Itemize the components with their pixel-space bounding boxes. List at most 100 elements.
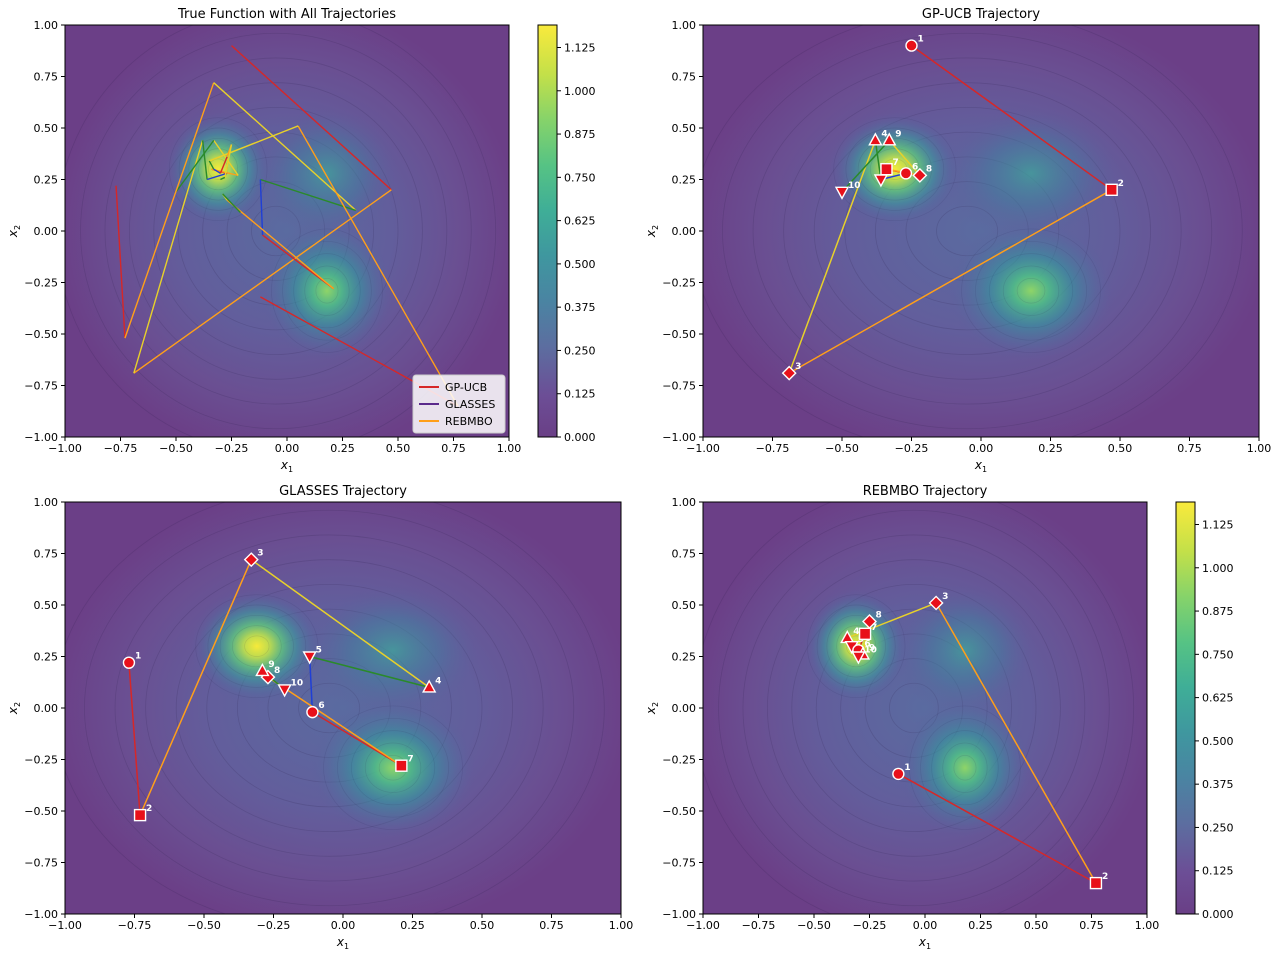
contour-field: [65, 502, 621, 914]
colorbar-tick-label: 0.750: [1202, 648, 1234, 661]
segment-glasses-9: [222, 193, 241, 213]
point-label-7: 7: [871, 623, 877, 633]
x-tick-label: −0.50: [159, 442, 193, 455]
segment-1: [911, 44, 1113, 191]
point-label-10: 10: [864, 646, 877, 656]
point-6: [899, 167, 913, 180]
y-tick-label: −0.50: [24, 328, 58, 341]
segment-3: [788, 140, 877, 374]
segment-glasses-6: [262, 234, 335, 290]
colorbar-tick-label: 0.000: [564, 431, 596, 444]
point-8: [862, 613, 877, 629]
colorbar-tick-label: 1.000: [1202, 562, 1234, 575]
x-tick-label: 0.75: [441, 442, 466, 455]
y-tick-label: 0.75: [672, 548, 697, 561]
contour-field: [703, 502, 1147, 914]
y-axis-label: x2: [644, 225, 660, 238]
segment-rebmbo-2: [297, 125, 459, 407]
x-tick-label: −1.00: [686, 442, 720, 455]
segment-2: [139, 559, 252, 816]
segment-rebmbo-3: [209, 125, 299, 162]
x-tick-label: 0.00: [913, 919, 938, 932]
segment-rebmbo-6: [219, 156, 228, 174]
x-tick-label: 1.00: [497, 442, 522, 455]
point-7: [880, 162, 893, 176]
x-tick-label: −0.75: [756, 442, 790, 455]
chart-title: True Function with All Trajectories: [177, 7, 396, 22]
colorbar-tick-label: 0.125: [564, 388, 596, 401]
chart-title: REBMBO Trajectory: [863, 484, 988, 499]
x-tick-label: 0.75: [539, 919, 564, 932]
point-label-1: 1: [135, 652, 141, 662]
x-axis-label: x1: [336, 935, 349, 951]
x-tick-label: 0.50: [470, 919, 495, 932]
chart-title: GP-UCB Trajectory: [922, 7, 1040, 22]
point-3: [243, 552, 259, 568]
segment-9: [841, 139, 890, 193]
y-tick-label: 0.50: [672, 599, 697, 612]
y-tick-label: 0.75: [672, 71, 697, 84]
point-2: [1105, 183, 1118, 197]
colorbar-tick-label: 0.250: [564, 344, 596, 357]
y-tick-label: −0.50: [662, 328, 696, 341]
colorbar: 0.000 0.125 0.250 0.375 0.500 0.625 0.750 0.875…: [537, 24, 596, 444]
x-tick-label: 0.25: [330, 442, 355, 455]
y-tick-label: −1.00: [24, 908, 58, 921]
segment-8: [888, 139, 921, 176]
point-1: [122, 656, 136, 669]
segment-rebmbo-9: [220, 176, 226, 181]
point-label-8: 8: [876, 610, 882, 620]
point-label-10: 10: [848, 181, 861, 191]
y-tick-label: 0.25: [34, 174, 59, 187]
x-tick-label: 0.50: [1024, 919, 1049, 932]
x-tick-label: −0.25: [895, 442, 929, 455]
colorbar-tick-label: 0.500: [564, 258, 596, 271]
x-tick-label: 0.00: [275, 442, 300, 455]
y-tick-label: 0.25: [672, 174, 697, 187]
chart-title: GLASSES Trajectory: [279, 484, 407, 499]
segment-glasses-3: [213, 82, 357, 211]
point-label-6: 6: [318, 701, 324, 711]
y-tick-label: 0.00: [672, 702, 697, 715]
segment-1: [897, 773, 1097, 884]
colorbar: 0.000 0.125 0.250 0.375 0.500 0.625 0.750 0.875…: [1175, 501, 1234, 921]
colorbar-tick-label: 0.375: [564, 301, 596, 314]
y-tick-label: 1.00: [34, 19, 59, 32]
segment-glasses-5: [259, 179, 264, 236]
point-label-7: 7: [892, 158, 898, 168]
point-label-2: 2: [1118, 179, 1124, 189]
point-label-3: 3: [795, 362, 801, 372]
segment-rebmbo-5: [213, 168, 221, 174]
point-label-1: 1: [918, 35, 924, 45]
point-10: [277, 684, 292, 698]
segment-4: [309, 655, 430, 689]
point-1: [892, 767, 905, 781]
y-tick-label: −0.75: [662, 857, 696, 870]
colorbar-tick-label: 0.000: [1202, 908, 1234, 921]
y-tick-label: −0.25: [24, 754, 58, 767]
point-label-2: 2: [146, 804, 152, 814]
segment-glasses-1: [115, 185, 126, 339]
segment-1: [128, 662, 141, 816]
colorbar-tick-label: 1.000: [564, 85, 596, 98]
point-1: [905, 39, 918, 52]
y-tick-label: −1.00: [662, 431, 696, 444]
x-axis-label: x1: [280, 458, 293, 474]
y-tick-label: 0.25: [34, 651, 59, 664]
point-label-3: 3: [257, 549, 263, 559]
point-4: [422, 679, 437, 693]
point-2: [1089, 876, 1103, 890]
colorbar-tick-label: 0.875: [1202, 605, 1234, 618]
y-tick-label: −0.50: [24, 805, 58, 818]
point-label-9: 9: [895, 129, 901, 139]
segment-gp-ucb-5: [206, 172, 228, 181]
x-tick-label: −0.25: [215, 442, 249, 455]
segment-gp-ucb-1: [231, 45, 392, 191]
legend-label: GLASSES: [445, 398, 495, 411]
segment-gp-ucb-4: [201, 140, 208, 180]
x-axis-label: x1: [918, 935, 931, 951]
point-label-4: 4: [881, 129, 887, 139]
segment-glasses-4: [260, 178, 357, 212]
point-label-1: 1: [904, 763, 910, 773]
